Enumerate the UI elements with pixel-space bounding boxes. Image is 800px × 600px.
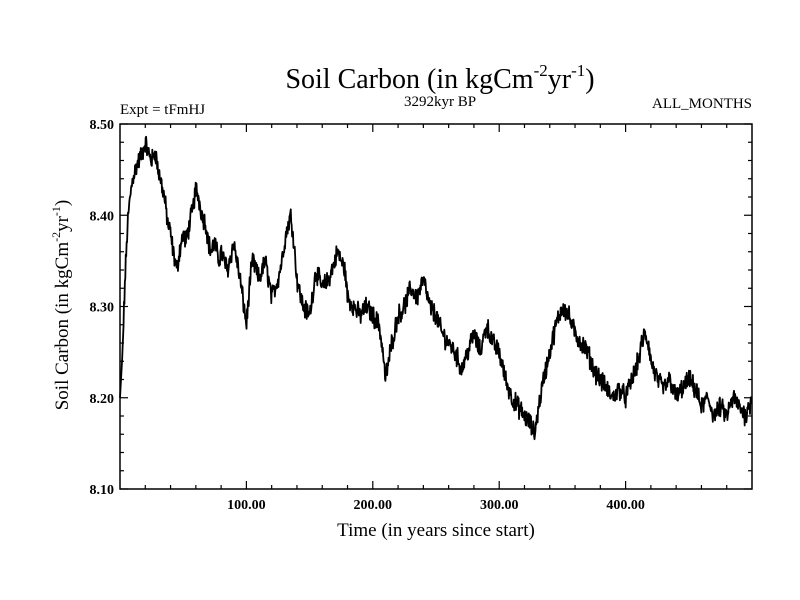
x-tick-label: 400.00 (606, 498, 645, 513)
months-label: ALL_MONTHS (652, 96, 752, 112)
y-tick-label: 8.40 (90, 209, 115, 224)
y-axis-label: Soil Carbon (in kgCm-2yr-1) (49, 200, 73, 411)
experiment-label: Expt = tFmHJ (120, 102, 205, 118)
soil-carbon-series-line (119, 135, 753, 441)
y-axis: 8.10 8.20 8.30 8.40 8.50 (90, 118, 752, 498)
y-tick-label: 8.50 (90, 118, 115, 133)
y-tick-label: 8.10 (90, 483, 115, 498)
y-tick-label: 8.30 (90, 301, 115, 316)
chart-title: Soil Carbon (in kgCm-2yr-1) (285, 61, 594, 95)
x-axis-label: Time (in years since start) (337, 520, 535, 541)
period-label: 3292kyr BP (404, 94, 476, 110)
x-tick-label: 100.00 (227, 498, 266, 513)
plot-frame (119, 123, 753, 490)
x-tick-label: 200.00 (354, 498, 393, 513)
x-tick-label: 300.00 (480, 498, 519, 513)
y-tick-label: 8.20 (90, 392, 115, 407)
x-axis: 100.00 200.00 300.00 400.00 (144, 124, 728, 513)
